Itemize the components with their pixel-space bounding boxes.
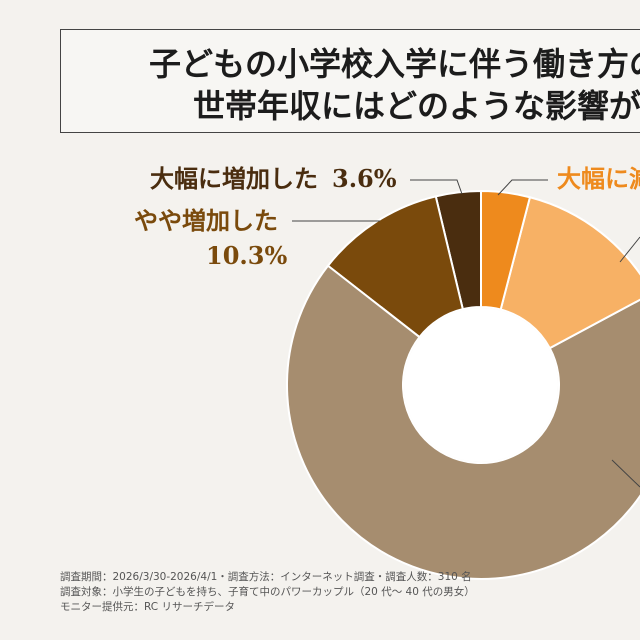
label-big-decrease: 大幅に減: [557, 164, 640, 193]
donut-hole: [404, 308, 558, 462]
label-slight-increase-text: やや増加した: [134, 206, 278, 235]
chart-title-line-2: 世帯年収にはどのような影響があり: [193, 87, 640, 125]
donut-slice-4: [480, 189, 532, 311]
chart-title-line-1: 子どもの小学校入学に伴う働き方の変: [149, 45, 640, 83]
label-big-increase: 大幅に増加した 3.6%: [150, 165, 397, 193]
leader-line-right-upper: [619, 236, 640, 263]
footer-survey-target: 調査対象：小学生の子どもを持ち、子育て中のパワーカップル（20 代〜 40 代の…: [60, 586, 475, 598]
title-box: 子どもの小学校入学に伴う働き方の変 世帯年収にはどのような影響があり: [60, 29, 640, 133]
donut-slice-2: [286, 264, 640, 580]
label-slight-increase-pct: 10.3%: [206, 241, 288, 270]
leader-lines: [292, 179, 640, 488]
label-big-increase-pct: 3.6%: [332, 164, 397, 193]
leader-line-right-lower: [611, 459, 640, 488]
footer-survey-period: 調査期間：2026/3/30-2026/4/1・調査方法：インターネット調査・調…: [60, 571, 472, 583]
footer-notes: 調査期間：2026/3/30-2026/4/1・調査方法：インターネット調査・調…: [60, 570, 475, 615]
label-big-increase-text: 大幅に増加した: [150, 164, 318, 193]
label-slight-increase: やや増加した: [134, 207, 278, 235]
donut-slice-3: [499, 196, 640, 350]
leader-line-big-increase: [410, 179, 463, 195]
leader-line-big-decrease: [497, 179, 548, 196]
footer-monitor-source: モニター提供元：RC リサーチデータ: [60, 601, 235, 613]
donut-slices: [286, 189, 640, 580]
